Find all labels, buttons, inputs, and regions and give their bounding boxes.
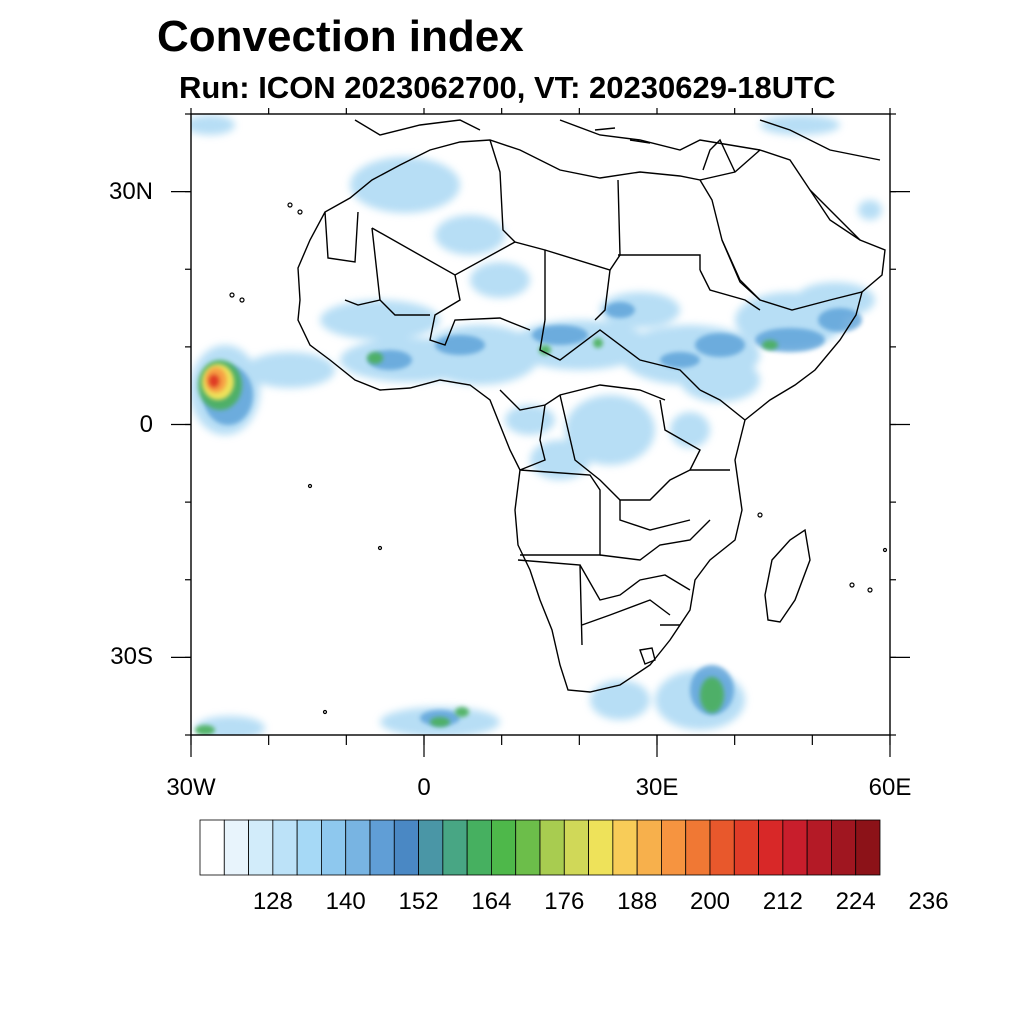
colorbar-swatch	[758, 819, 784, 876]
lat-tick-label: 30S	[110, 643, 153, 671]
map-title: Convection index	[157, 12, 524, 61]
colorbar-swatch	[223, 819, 249, 876]
colorbar-swatch	[661, 819, 687, 876]
lon-tick-label: 0	[417, 774, 431, 801]
lon-tick-label: 30W	[166, 774, 216, 801]
colorbar-swatch	[782, 819, 808, 876]
colorbar-label: 224	[835, 888, 876, 915]
colorbar-swatch	[515, 819, 541, 876]
colorbar-swatch	[806, 819, 832, 876]
lon-tick-label: 60E	[868, 774, 912, 801]
colorbar-swatch	[709, 819, 735, 876]
colorbar-swatch	[272, 819, 298, 876]
colorbar-swatch	[636, 819, 662, 876]
colorbar-swatch	[442, 819, 468, 876]
colorbar-label: 164	[471, 888, 512, 915]
colorbar-label: 128	[252, 888, 293, 915]
colorbar-swatch	[393, 819, 419, 876]
colorbar-label: 140	[325, 888, 366, 915]
colorbar-swatch	[491, 819, 517, 876]
colorbar-swatch	[369, 819, 395, 876]
colorbar-swatch	[855, 819, 881, 876]
colorbar-label: 212	[762, 888, 803, 915]
lat-tick-label: 0	[139, 410, 153, 438]
colorbar-swatch	[563, 819, 589, 876]
colorbar-swatch	[296, 819, 322, 876]
colorbar-label: 152	[398, 888, 439, 915]
map-subtitle: Run: ICON 2023062700, VT: 20230629-18UTC	[179, 70, 836, 105]
colorbar-swatch	[466, 819, 492, 876]
colorbar-swatch	[612, 819, 638, 876]
lon-tick-label: 30E	[635, 774, 679, 801]
lat-tick-label: 30N	[108, 177, 153, 205]
colorbar-label: 176	[544, 888, 585, 915]
colorbar-swatch	[588, 819, 614, 876]
colorbar-swatch	[733, 819, 759, 876]
coastlines-borders	[297, 119, 886, 693]
colorbar-swatch	[248, 819, 274, 876]
colorbar-label: 200	[689, 888, 731, 915]
colorbar	[199, 819, 881, 876]
colorbar-swatch	[345, 819, 371, 876]
colorbar-swatch	[685, 819, 711, 876]
axis-ticks	[171, 108, 910, 757]
colorbar-label: 236	[908, 888, 949, 915]
convection-field	[191, 115, 888, 735]
colorbar-label: 188	[617, 888, 658, 915]
colorbar-swatch	[199, 819, 225, 876]
colorbar-swatch	[321, 819, 347, 876]
colorbar-swatch	[539, 819, 565, 876]
colorbar-swatch	[418, 819, 444, 876]
colorbar-swatch	[831, 819, 857, 876]
